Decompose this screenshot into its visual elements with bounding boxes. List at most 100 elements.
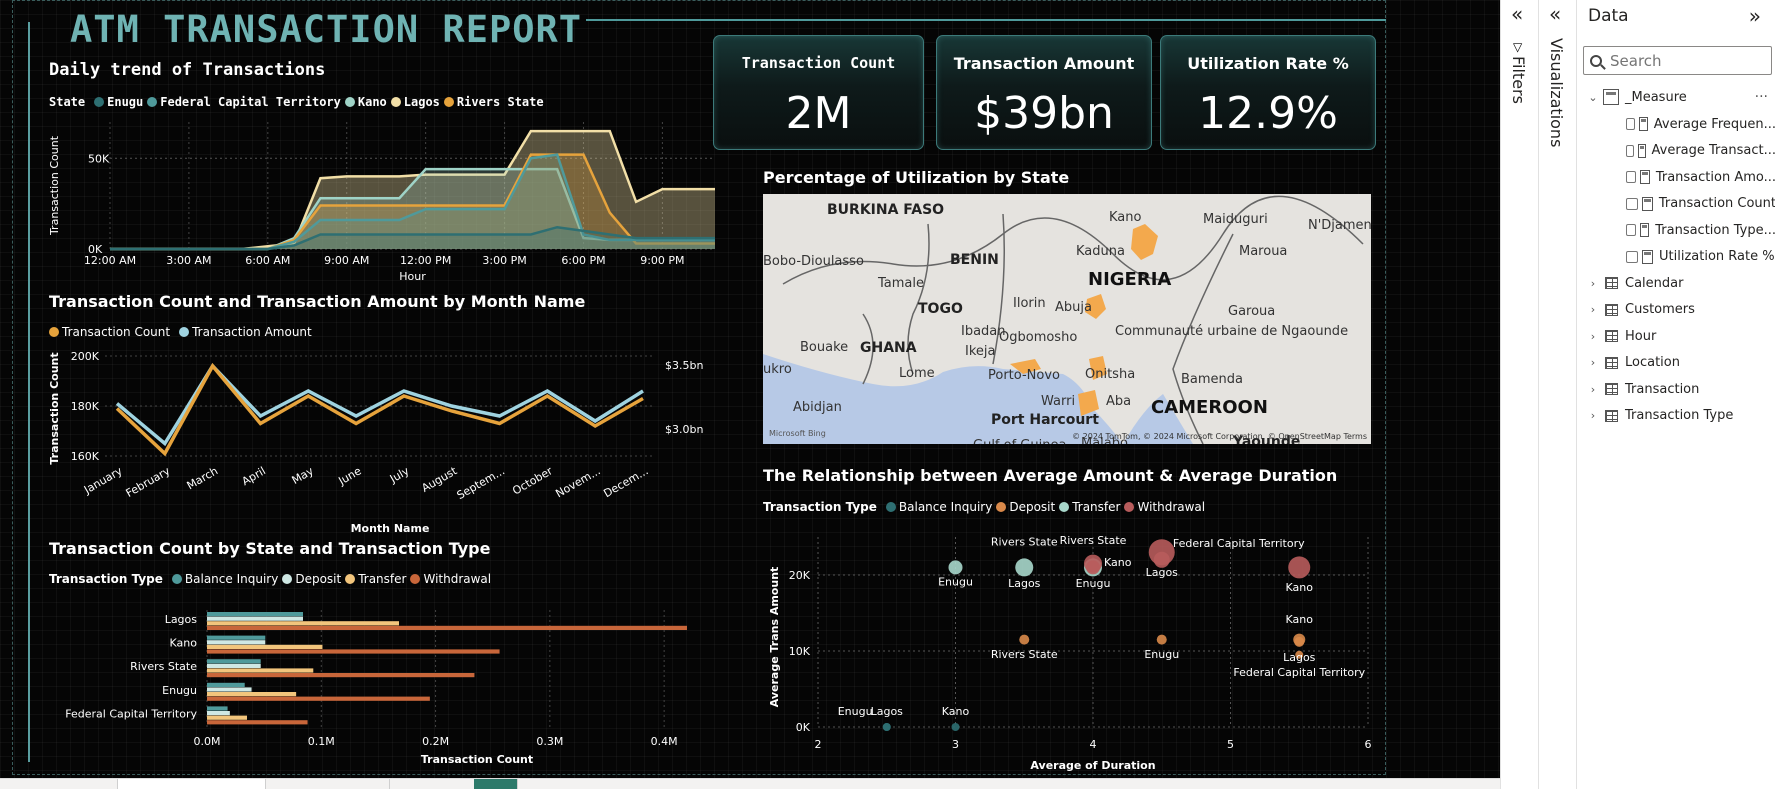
bar-deposit bbox=[207, 640, 266, 645]
chevron-right-icon[interactable]: › bbox=[1590, 356, 1596, 369]
field-checkbox[interactable] bbox=[1626, 171, 1637, 183]
legend-label: Withdrawal bbox=[1137, 500, 1206, 514]
legend-item[interactable]: Rivers State bbox=[443, 95, 544, 109]
tree-item-table[interactable]: › Transaction Type bbox=[1577, 403, 1775, 429]
chevron-right-icon[interactable]: › bbox=[1590, 329, 1596, 343]
state-type-chart[interactable]: Lagos Kano Rivers State Enugu Federal Capita… bbox=[45, 595, 725, 775]
legend-item[interactable]: Withdrawal bbox=[410, 572, 491, 586]
border-line bbox=[1172, 233, 1234, 444]
x-tick-label: 0.0M bbox=[194, 735, 221, 748]
legend-label: Federal Capital Territory bbox=[160, 95, 341, 109]
map-place-label: Onitsha bbox=[1085, 367, 1136, 382]
table-icon bbox=[1605, 303, 1618, 316]
field-checkbox[interactable] bbox=[1626, 250, 1638, 263]
measure-field-row[interactable]: Transaction Type... bbox=[1577, 217, 1775, 243]
daily-trend-chart[interactable]: 0K 50K 12:00 AM 3:00 AM 6:00 AM 9:00 AM 12:00 … bbox=[45, 112, 725, 292]
collapse-data-icon[interactable]: » bbox=[1748, 4, 1761, 28]
more-options-icon[interactable]: ··· bbox=[1754, 89, 1768, 105]
legend-item[interactable]: Balance Inquiry bbox=[885, 500, 992, 514]
tree-item-label: Customers bbox=[1625, 302, 1695, 317]
filters-pane[interactable]: « ▽ Filters bbox=[1500, 0, 1538, 789]
x-tick-label: 0.2M bbox=[422, 735, 449, 748]
legend-item[interactable]: Transfer bbox=[345, 572, 406, 586]
measure-field-row[interactable]: Average Transact... bbox=[1577, 138, 1775, 164]
tree-item-table[interactable]: › Location bbox=[1577, 350, 1775, 376]
sea-shape-2 bbox=[1123, 394, 1193, 444]
map-place-label: Ilorin bbox=[1013, 296, 1046, 311]
title-underline bbox=[586, 19, 1386, 21]
x-tick-label: 3 bbox=[952, 738, 959, 751]
tree-item-table[interactable]: › Transaction bbox=[1577, 376, 1775, 402]
data-search-box[interactable] bbox=[1583, 46, 1772, 75]
collapse-visualizations-icon[interactable]: « bbox=[1549, 2, 1562, 26]
collapse-filters-icon[interactable]: « bbox=[1511, 2, 1524, 26]
map-place-label: Ibadan bbox=[961, 324, 1006, 339]
legend-item[interactable]: Federal Capital Territory bbox=[147, 95, 341, 109]
legend-item[interactable]: Kano bbox=[344, 95, 387, 109]
category-label: Federal Capital Territory bbox=[65, 707, 197, 720]
legend-dot bbox=[390, 97, 401, 107]
field-checkbox[interactable] bbox=[1626, 224, 1637, 236]
page-tab[interactable] bbox=[118, 779, 266, 789]
legend-item[interactable]: Transaction Amount bbox=[179, 325, 312, 339]
visualizations-label[interactable]: Visualizations bbox=[1547, 38, 1566, 148]
bar-balance-inquiry bbox=[207, 706, 228, 711]
map-place-label: N'Djamen bbox=[1308, 218, 1371, 233]
point-label: Kano bbox=[1286, 613, 1314, 626]
month-chart[interactable]: 160K 180K 200K $3.0bn $3.5bn January February M… bbox=[45, 343, 725, 535]
tree-item-table[interactable]: › Hour bbox=[1577, 323, 1775, 349]
x-tick-label: May bbox=[290, 464, 317, 487]
legend-title: Transaction Type bbox=[763, 500, 877, 514]
tree-item-table[interactable]: › Customers bbox=[1577, 297, 1775, 323]
legend-item[interactable]: Withdrawal bbox=[1124, 500, 1205, 514]
legend-item[interactable]: Transfer bbox=[1059, 500, 1120, 514]
map-place-label: Yaounde bbox=[1233, 434, 1301, 444]
map-place-label: Abuja bbox=[1055, 300, 1092, 315]
chevron-right-icon[interactable]: › bbox=[1590, 382, 1596, 396]
measure-field-row[interactable]: Transaction Count bbox=[1577, 191, 1775, 217]
field-checkbox[interactable] bbox=[1626, 197, 1638, 210]
measure-field-row[interactable]: Average Frequen... bbox=[1577, 111, 1775, 137]
page-tab-active[interactable] bbox=[474, 779, 518, 789]
kpi-card-utilization-rate[interactable]: Utilization Rate % 12.9% bbox=[1160, 35, 1376, 150]
chevron-right-icon[interactable]: › bbox=[1590, 276, 1596, 290]
tree-item-table[interactable]: › Calendar bbox=[1577, 270, 1775, 296]
utilization-map[interactable]: BURKINA FASO Bobo-Dioulasso BENIN Tamale TOG… bbox=[763, 194, 1371, 444]
map-copyright[interactable]: © 2024 TomTom, © 2024 Microsoft Corporat… bbox=[1072, 432, 1367, 441]
chevron-right-icon[interactable]: › bbox=[1590, 409, 1596, 422]
x-tick-label: 6:00 PM bbox=[561, 254, 605, 267]
legend-item[interactable]: Lagos bbox=[390, 95, 440, 109]
kpi-card-transaction-count[interactable]: Transaction Count 2M bbox=[713, 35, 924, 150]
legend-item[interactable]: Transaction Count bbox=[49, 325, 170, 339]
legend-item[interactable]: Enugu bbox=[94, 95, 143, 109]
chevron-down-icon[interactable]: ⌄ bbox=[1588, 90, 1598, 104]
legend-item[interactable]: Deposit bbox=[282, 572, 341, 586]
map-place-label: Tamale bbox=[878, 276, 924, 291]
field-checkbox[interactable] bbox=[1626, 118, 1636, 130]
visualizations-pane[interactable]: « Visualizations bbox=[1538, 0, 1576, 789]
kpi-card-transaction-amount[interactable]: Transaction Amount $39bn bbox=[936, 35, 1152, 150]
field-checkbox[interactable] bbox=[1626, 144, 1635, 157]
filters-label[interactable]: Filters bbox=[1509, 56, 1528, 104]
tree-item-measure-table[interactable]: ⌄ _Measure ··· bbox=[1577, 84, 1775, 110]
page-tab[interactable] bbox=[38, 779, 118, 789]
sea-shape bbox=[763, 354, 1123, 444]
x-tick-label: October bbox=[510, 464, 555, 498]
point-label: Rivers State bbox=[1060, 534, 1127, 547]
table-icon bbox=[1605, 330, 1618, 342]
chevron-right-icon[interactable]: › bbox=[1590, 303, 1596, 316]
legend-item[interactable]: Balance Inquiry bbox=[171, 572, 278, 586]
x-tick-label: 0.4M bbox=[651, 735, 678, 748]
report-canvas: ATM TRANSACTION REPORT Daily trend of Tr… bbox=[0, 0, 1500, 778]
page-tab[interactable] bbox=[266, 779, 390, 789]
tree-item-label: Calendar bbox=[1625, 275, 1684, 291]
legend-item[interactable]: Deposit bbox=[996, 500, 1055, 514]
legend-dot bbox=[344, 97, 355, 107]
x-tick-label: 3:00 AM bbox=[166, 254, 211, 267]
data-search-input[interactable] bbox=[1610, 51, 1750, 70]
x-axis-title: Average of Duration bbox=[1030, 759, 1155, 772]
table-icon bbox=[1605, 356, 1618, 369]
measure-field-row[interactable]: Utilization Rate % bbox=[1577, 244, 1775, 270]
measure-field-row[interactable]: Transaction Amo... bbox=[1577, 164, 1775, 190]
